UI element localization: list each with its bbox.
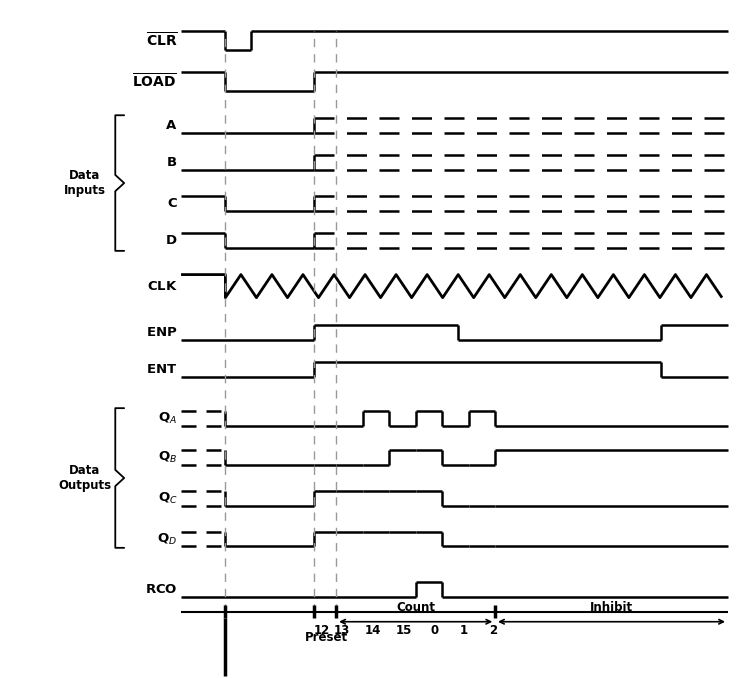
Text: $\mathbf{A}$: $\mathbf{A}$ (166, 119, 177, 132)
Text: $\overline{\mathbf{LOAD}}$: $\overline{\mathbf{LOAD}}$ (132, 73, 177, 90)
Text: $\mathbf{CLK}$: $\mathbf{CLK}$ (146, 279, 177, 293)
Text: $\mathbf{B}$: $\mathbf{B}$ (166, 156, 177, 170)
Text: $\mathbf{RCO}$: $\mathbf{RCO}$ (145, 583, 177, 597)
Text: 12: 12 (313, 624, 330, 637)
Text: 2: 2 (490, 624, 497, 637)
Text: $\mathbf{Q}_{A}$: $\mathbf{Q}_{A}$ (158, 411, 177, 426)
Text: 14: 14 (364, 624, 381, 637)
Text: $\mathbf{Q}_{D}$: $\mathbf{Q}_{D}$ (157, 532, 177, 546)
Text: 13: 13 (333, 624, 350, 637)
Text: $\mathbf{D}$: $\mathbf{D}$ (165, 234, 177, 247)
Text: Data
Inputs: Data Inputs (64, 169, 106, 197)
Text: $\mathbf{ENT}$: $\mathbf{ENT}$ (146, 363, 177, 376)
Text: 1: 1 (460, 624, 468, 637)
Text: $\overline{\mathbf{CLR}}$: $\overline{\mathbf{CLR}}$ (146, 32, 177, 49)
Text: 0: 0 (431, 624, 438, 637)
Text: $\mathbf{Q}_{B}$: $\mathbf{Q}_{B}$ (158, 450, 177, 465)
Text: $\mathbf{Q}_{C}$: $\mathbf{Q}_{C}$ (157, 491, 177, 506)
Text: $\mathbf{C}$: $\mathbf{C}$ (166, 197, 177, 210)
Text: Count: Count (396, 601, 435, 614)
Text: Data
Outputs: Data Outputs (58, 464, 112, 492)
Text: $\mathbf{ENP}$: $\mathbf{ENP}$ (146, 325, 177, 339)
Text: Inhibit: Inhibit (590, 601, 633, 614)
Text: Preset: Preset (305, 631, 348, 643)
Text: 15: 15 (395, 624, 412, 637)
